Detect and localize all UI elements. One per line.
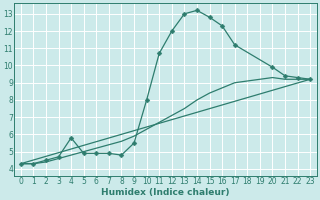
X-axis label: Humidex (Indice chaleur): Humidex (Indice chaleur) — [101, 188, 230, 197]
